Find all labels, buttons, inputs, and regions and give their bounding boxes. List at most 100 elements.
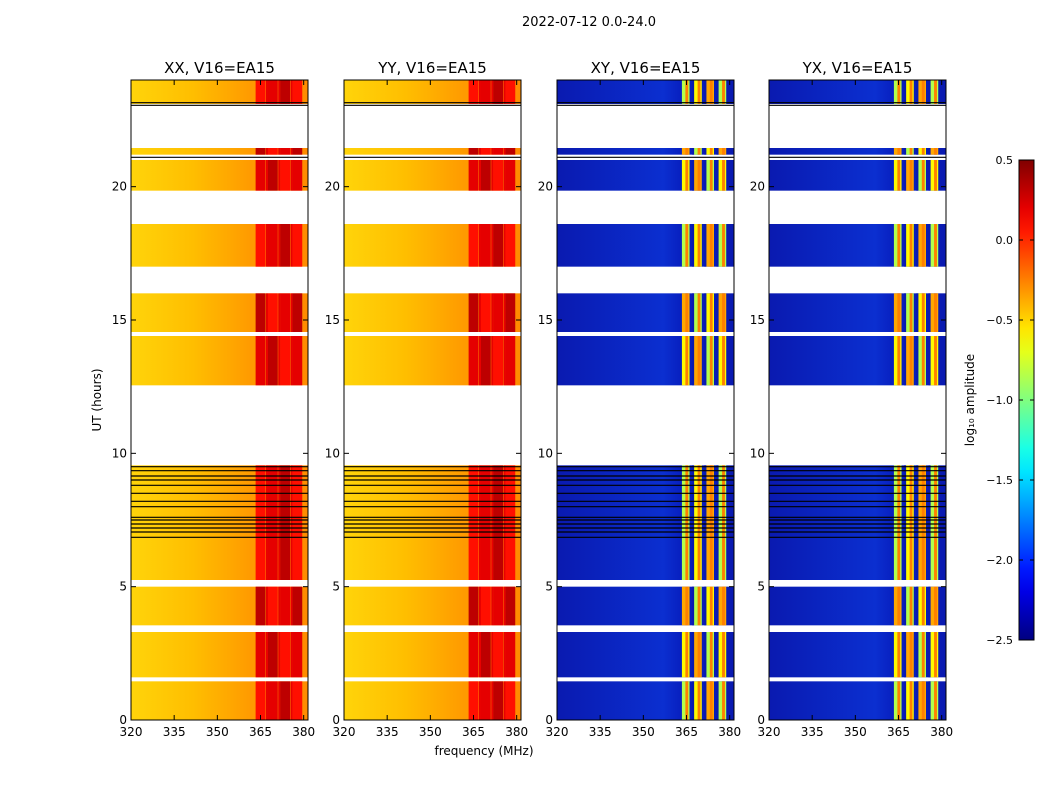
x-tick-label: 350 bbox=[419, 725, 442, 739]
channel-edge bbox=[903, 632, 906, 678]
channel-edge bbox=[716, 224, 719, 267]
channel-edge bbox=[903, 160, 906, 191]
channel-edge bbox=[290, 681, 293, 720]
channel-edge bbox=[290, 160, 293, 191]
y-tick-label: 20 bbox=[538, 180, 553, 194]
channel-edge bbox=[716, 465, 719, 580]
channel-edge bbox=[278, 336, 281, 386]
rfi-stripe bbox=[685, 681, 689, 720]
channel-edge bbox=[716, 293, 719, 332]
rfi-stripe bbox=[493, 80, 504, 104]
rfi-stripe bbox=[493, 586, 504, 626]
rfi-stripe bbox=[505, 148, 516, 155]
rfi-stripe bbox=[267, 148, 278, 155]
rfi-stripe bbox=[921, 160, 925, 191]
rfi-stripe bbox=[267, 465, 278, 580]
rfi-stripe bbox=[921, 681, 925, 720]
rfi-stripe bbox=[685, 465, 689, 580]
channel-edge bbox=[716, 586, 719, 626]
channel-edge bbox=[903, 586, 906, 626]
data-block bbox=[131, 148, 308, 155]
rfi-stripe bbox=[934, 586, 937, 626]
rfi-stripe bbox=[709, 465, 713, 580]
rfi-stripe bbox=[697, 465, 701, 580]
colorbar-tick-label: −2.0 bbox=[986, 554, 1013, 567]
channel-edge bbox=[503, 293, 506, 332]
channel-edge bbox=[916, 293, 919, 332]
channel-edge bbox=[928, 336, 931, 386]
channel-edge bbox=[265, 293, 268, 332]
rfi-stripe bbox=[255, 160, 266, 191]
channel-edge bbox=[928, 293, 931, 332]
rfi-stripe bbox=[267, 681, 278, 720]
panel-frame bbox=[130, 79, 309, 721]
channel-edge bbox=[916, 80, 919, 104]
channel-edge bbox=[478, 681, 481, 720]
y-tick-label: 10 bbox=[325, 446, 340, 460]
channel-edge bbox=[478, 224, 481, 267]
rfi-stripe bbox=[685, 586, 689, 626]
rfi-stripe bbox=[897, 293, 901, 332]
channel-edge bbox=[290, 293, 293, 332]
rfi-stripe bbox=[505, 465, 516, 580]
rfi-stripe bbox=[897, 336, 901, 386]
x-tick-label: 365 bbox=[675, 725, 698, 739]
rfi-stripe bbox=[468, 681, 479, 720]
channel-edge bbox=[716, 681, 719, 720]
rfi-stripe bbox=[280, 336, 291, 386]
rfi-stripe bbox=[921, 586, 925, 626]
rfi-stripe bbox=[897, 465, 901, 580]
rfi-stripe bbox=[480, 160, 491, 191]
y-tick-label: 0 bbox=[119, 713, 127, 727]
y-tick-label: 5 bbox=[332, 580, 340, 594]
x-tick-label: 350 bbox=[844, 725, 867, 739]
y-tick-label: 20 bbox=[325, 180, 340, 194]
rfi-stripe bbox=[255, 681, 266, 720]
channel-edge bbox=[503, 148, 506, 155]
rfi-stripe bbox=[709, 224, 713, 267]
y-tick-label: 10 bbox=[112, 446, 127, 460]
rfi-stripe bbox=[493, 632, 504, 678]
x-tick-label: 365 bbox=[462, 725, 485, 739]
rfi-stripe bbox=[909, 293, 913, 332]
rfi-stripe bbox=[480, 293, 491, 332]
rfi-stripe bbox=[493, 465, 504, 580]
rfi-stripe bbox=[480, 465, 491, 580]
channel-edge bbox=[691, 80, 694, 104]
channel-edge bbox=[903, 681, 906, 720]
rfi-stripe bbox=[267, 336, 278, 386]
channel-edge bbox=[503, 224, 506, 267]
channel-edge bbox=[265, 148, 268, 155]
rfi-stripe bbox=[255, 465, 266, 580]
x-tick-label: 380 bbox=[292, 725, 315, 739]
rfi-stripe bbox=[505, 586, 516, 626]
rfi-stripe bbox=[280, 681, 291, 720]
x-tick-label: 380 bbox=[718, 725, 741, 739]
channel-edge bbox=[691, 336, 694, 386]
rfi-stripe bbox=[909, 681, 913, 720]
y-tick-label: 20 bbox=[112, 180, 127, 194]
x-tick-label: 380 bbox=[505, 725, 528, 739]
channel-edge bbox=[278, 465, 281, 580]
rfi-stripe bbox=[921, 80, 925, 104]
channel-edge bbox=[691, 586, 694, 626]
channel-edge bbox=[928, 80, 931, 104]
rfi-stripe bbox=[697, 80, 701, 104]
rfi-stripe bbox=[505, 160, 516, 191]
rfi-stripe bbox=[468, 465, 479, 580]
channel-edge bbox=[503, 80, 506, 104]
rfi-stripe bbox=[292, 148, 303, 155]
rfi-stripe bbox=[934, 224, 937, 267]
rfi-stripe bbox=[255, 293, 266, 332]
channel-edge bbox=[491, 148, 494, 155]
panel-frame bbox=[768, 79, 947, 721]
rfi-stripe bbox=[685, 632, 689, 678]
rfi-stripe bbox=[468, 293, 479, 332]
rfi-stripe bbox=[709, 160, 713, 191]
channel-edge bbox=[928, 148, 931, 155]
rfi-stripe bbox=[505, 632, 516, 678]
channel-edge bbox=[903, 465, 906, 580]
channel-edge bbox=[478, 465, 481, 580]
channel-edge bbox=[278, 148, 281, 155]
rfi-stripe bbox=[897, 681, 901, 720]
